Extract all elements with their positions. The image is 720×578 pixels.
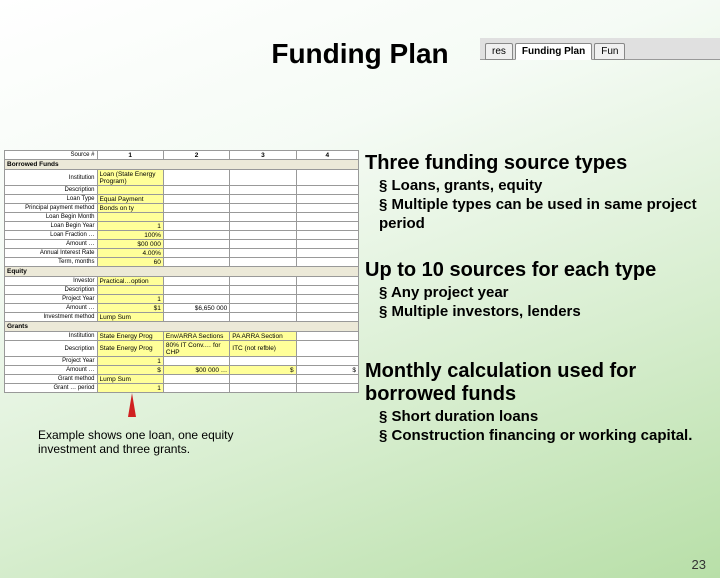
section-grants: Grants bbox=[5, 322, 359, 332]
tab-funding-plan[interactable]: Funding Plan bbox=[515, 43, 592, 60]
section-equity: Equity bbox=[5, 267, 359, 277]
excel-tabs: res Funding Plan Fun bbox=[480, 38, 720, 60]
page-number: 23 bbox=[692, 557, 706, 572]
caption: Example shows one loan, one equity inves… bbox=[38, 428, 258, 457]
section-borrowed: Borrowed Funds bbox=[5, 160, 359, 170]
callout-arrow bbox=[128, 393, 136, 417]
tab-next[interactable]: Fun bbox=[594, 43, 625, 60]
tab-prev[interactable]: res bbox=[485, 43, 513, 60]
col-label: Source # bbox=[5, 151, 98, 160]
spreadsheet: Source # 1 2 3 4 Borrowed Funds Institut… bbox=[4, 150, 359, 393]
bullet: Loans, grants, equity bbox=[379, 177, 712, 196]
bullet: Multiple investors, lenders bbox=[379, 303, 712, 322]
heading-1: Three funding source types bbox=[365, 152, 712, 175]
bullet: Any project year bbox=[379, 284, 712, 303]
text-content: Three funding source types Loans, grants… bbox=[365, 148, 712, 445]
bullet: Multiple types can be used in same proje… bbox=[379, 196, 712, 234]
bullet: Short duration loans bbox=[379, 408, 712, 427]
heading-3: Monthly calculation used for borrowed fu… bbox=[365, 360, 712, 406]
heading-2: Up to 10 sources for each type bbox=[365, 259, 712, 282]
bullet: Construction financing or working capita… bbox=[379, 427, 712, 446]
